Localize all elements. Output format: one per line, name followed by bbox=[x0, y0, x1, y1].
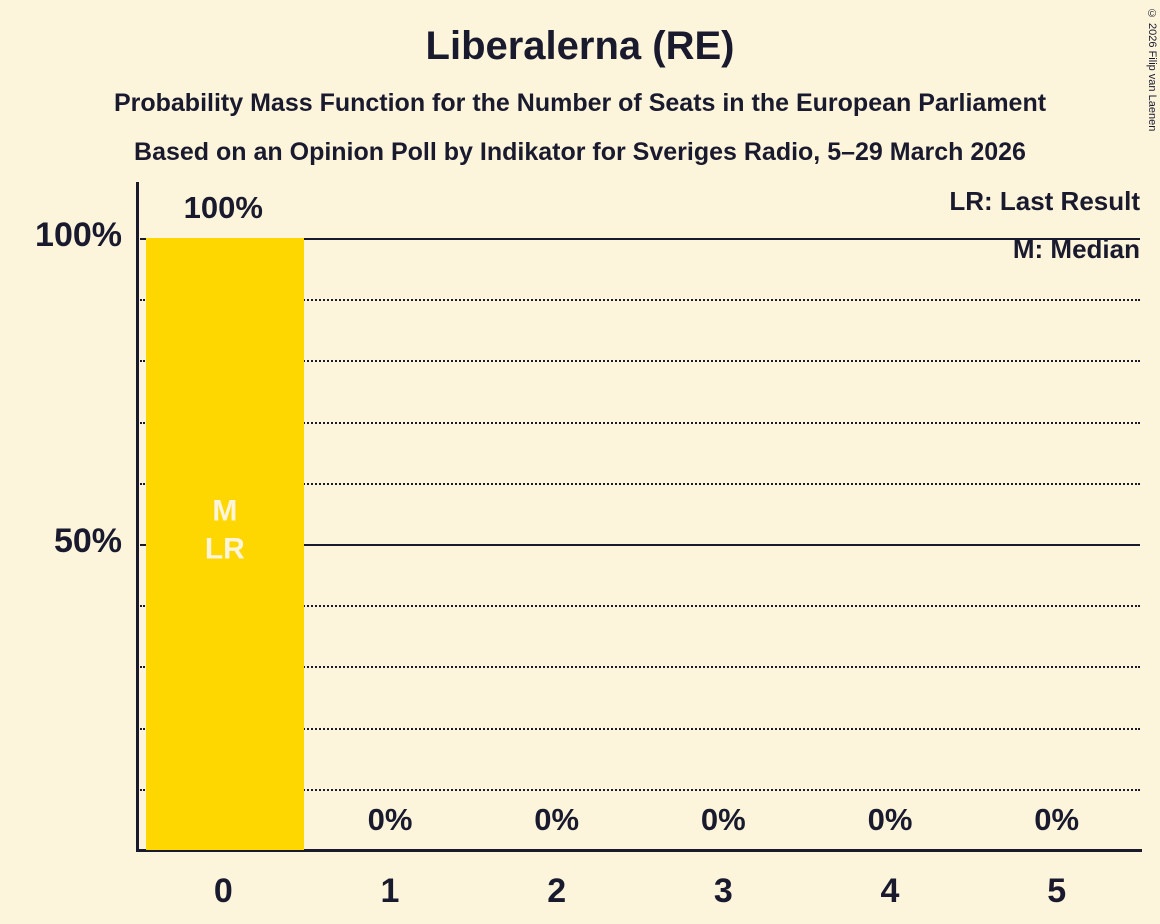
value-label-seat-0: 100% bbox=[183, 190, 263, 225]
copyright-notice: © 2026 Filip van Laenen bbox=[1146, 8, 1158, 132]
y-tick-label-100: 100% bbox=[35, 216, 122, 254]
value-label-seat-5: 0% bbox=[1034, 802, 1080, 837]
chart-subtitle-pmf: Probability Mass Function for the Number… bbox=[113, 89, 1047, 117]
x-tick-label-2: 2 bbox=[547, 872, 567, 910]
value-label-seat-3: 0% bbox=[700, 802, 746, 837]
plot-area: 100% 0% 0% 0% 0% 0% M LR bbox=[140, 190, 1140, 850]
x-tick-label-3: 3 bbox=[713, 872, 733, 910]
bar-seat-0 bbox=[146, 238, 304, 850]
gridline-dotted-40 bbox=[140, 605, 1140, 608]
value-label-seat-1: 0% bbox=[367, 802, 413, 837]
value-label-seat-2: 0% bbox=[534, 802, 580, 837]
gridline-dotted-20 bbox=[140, 727, 1140, 730]
x-axis-line bbox=[136, 849, 1142, 852]
gridline-solid-100 bbox=[140, 238, 1140, 240]
x-tick-label-4: 4 bbox=[880, 872, 900, 910]
chart-subtitle-poll: Based on an Opinion Poll by Indikator fo… bbox=[134, 138, 1026, 166]
x-tick-label-1: 1 bbox=[380, 872, 400, 910]
y-tick-label-50: 50% bbox=[53, 522, 122, 560]
x-tick-label-0: 0 bbox=[213, 872, 233, 910]
legend-last-result: LR: Last Result bbox=[949, 186, 1140, 216]
value-label-seat-4: 0% bbox=[867, 802, 913, 837]
bar-annotation-seat-0: M LR bbox=[205, 493, 245, 568]
gridline-dotted-90 bbox=[140, 299, 1140, 302]
gridline-dotted-30 bbox=[140, 666, 1140, 669]
gridline-dotted-70 bbox=[140, 421, 1140, 424]
last-result-marker: LR bbox=[204, 532, 245, 565]
gridline-dotted-80 bbox=[140, 360, 1140, 363]
median-marker: M bbox=[212, 494, 238, 528]
gridline-dotted-10 bbox=[140, 788, 1140, 791]
y-axis-line bbox=[136, 182, 139, 852]
x-tick-label-5: 5 bbox=[1047, 872, 1067, 910]
gridline-dotted-60 bbox=[140, 482, 1140, 485]
gridline-solid-50 bbox=[140, 544, 1140, 546]
chart-title: Liberalerna (RE) bbox=[425, 24, 735, 68]
